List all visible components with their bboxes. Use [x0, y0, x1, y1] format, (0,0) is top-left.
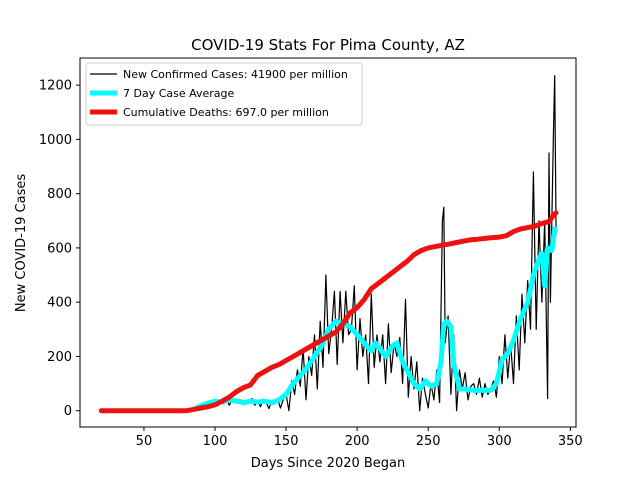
x-tick-label: 50 — [136, 434, 153, 449]
y-tick-label: 0 — [64, 404, 72, 419]
series-line-2 — [98, 210, 559, 414]
plot-series — [98, 75, 559, 414]
legend-box — [85, 62, 363, 126]
x-tick-label: 250 — [416, 434, 441, 449]
legend-label: 7 Day Case Average — [123, 87, 235, 100]
x-tick-label: 200 — [345, 434, 370, 449]
x-axis-label: Days Since 2020 Began — [251, 456, 406, 471]
series-line-1 — [191, 226, 558, 412]
y-tick-label: 600 — [47, 241, 72, 256]
plot-frame — [79, 57, 577, 428]
y-tick-label: 200 — [47, 350, 72, 365]
legend: New Confirmed Cases: 41900 per million 7 … — [85, 62, 363, 126]
legend-label: New Confirmed Cases: 41900 per million — [123, 68, 348, 81]
y-tick-label: 1200 — [39, 79, 72, 94]
chart-title: COVID-19 Stats For Pima County, AZ — [191, 36, 465, 54]
x-tick-label: 150 — [274, 434, 299, 449]
y-tick-label: 400 — [47, 296, 72, 311]
x-axis-ticks: 50 100 150 200 250 300 350 — [136, 427, 583, 449]
legend-label: Cumulative Deaths: 697.0 per million — [123, 106, 329, 119]
y-axis-ticks: 0 200 400 600 800 1000 1200 — [39, 79, 80, 419]
y-tick-label: 800 — [47, 187, 72, 202]
x-tick-label: 350 — [558, 434, 583, 449]
x-tick-label: 300 — [487, 434, 512, 449]
x-tick-label: 100 — [203, 434, 228, 449]
series-line-0 — [100, 75, 557, 412]
y-axis-label: New COVID-19 Cases — [14, 174, 29, 312]
y-tick-label: 1000 — [39, 133, 72, 148]
